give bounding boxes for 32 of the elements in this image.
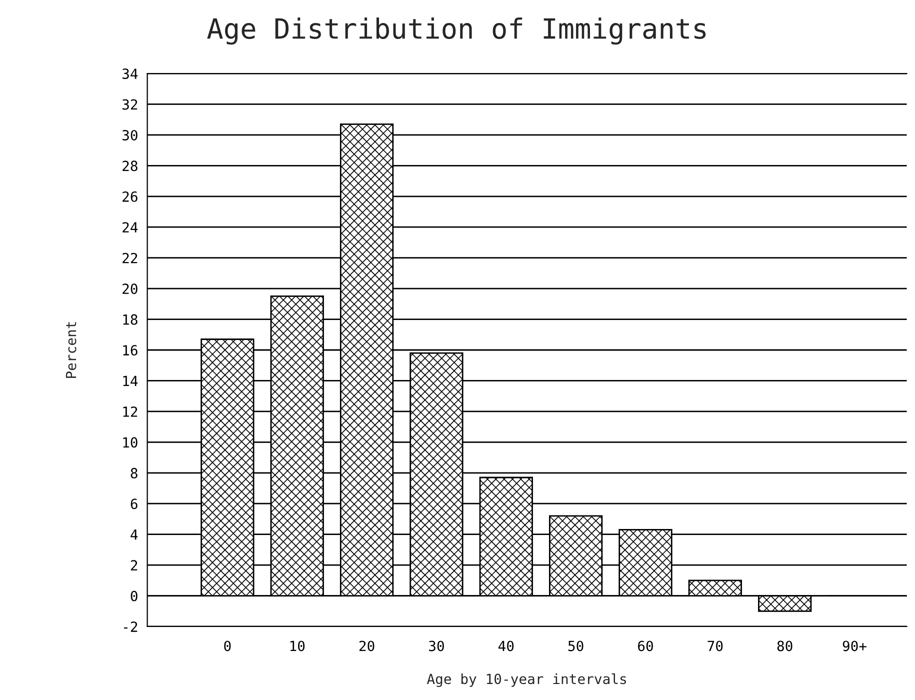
y-tick-label: 4: [130, 530, 138, 540]
x-tick-label: 50: [568, 640, 584, 652]
x-tick-label: 40: [498, 640, 514, 652]
y-tick-label: 0: [130, 590, 138, 602]
y-tick-label: 20: [122, 284, 138, 294]
y-tick-label: 8: [130, 468, 138, 478]
x-tick-label: 80: [777, 640, 792, 652]
y-tick-label: 12: [123, 406, 138, 417]
y-tick-label: 2: [130, 560, 138, 570]
y-axis-title: Percent: [66, 322, 76, 378]
y-tick-label: 18: [123, 314, 138, 325]
chart-title: Age Distribution of Immigrants: [207, 18, 706, 45]
x-axis-title: Age by 10-year intervals: [426, 673, 626, 687]
x-tick-label: 90+: [842, 640, 866, 652]
y-tick-label: 32: [122, 99, 138, 110]
x-tick-label: 0: [224, 640, 231, 652]
x-tick-label: 10: [290, 640, 305, 652]
y-tick-label: 16: [123, 345, 138, 356]
x-tick-label: 70: [708, 640, 723, 652]
y-tick-label: 30: [122, 130, 138, 140]
y-tick-label: 22: [122, 252, 138, 264]
y-tick-label: 34: [122, 68, 138, 80]
x-tick-label: 30: [429, 640, 444, 652]
y-tick-label: 10: [123, 437, 138, 448]
y-tick-label: 14: [123, 376, 138, 386]
y-tick-label: 26: [122, 191, 138, 202]
y-tick-label: 24: [122, 222, 138, 232]
y-tick-label: 6: [130, 498, 138, 510]
y-tick-label: -2: [124, 622, 138, 632]
y-tick-label: 28: [122, 160, 138, 172]
x-tick-label: 20: [359, 640, 374, 652]
x-tick-label: 60: [638, 640, 653, 652]
